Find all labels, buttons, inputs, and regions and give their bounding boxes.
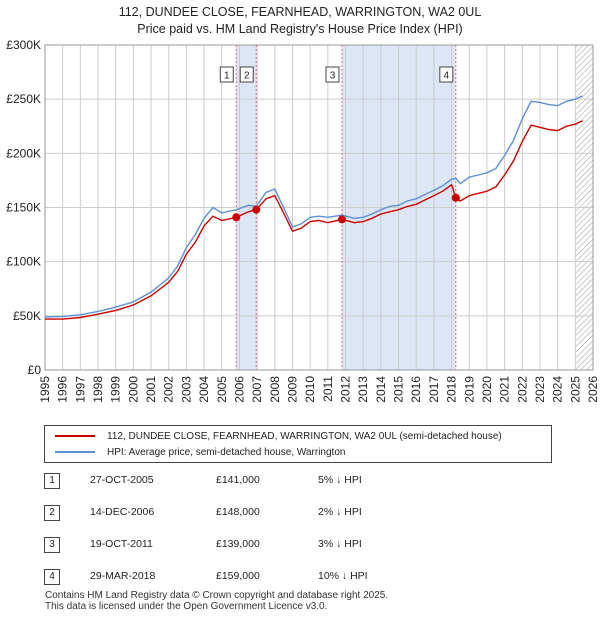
legend-swatch-hpi — [55, 451, 95, 453]
sale-hpi-diff: 10% ↓ HPI — [318, 570, 368, 582]
x-tick-label: 2004 — [197, 376, 211, 403]
x-tick-label: 2000 — [126, 376, 140, 403]
plot-frame — [44, 44, 594, 371]
x-tick-label: 2023 — [533, 376, 547, 403]
sale-hpi-diff: 3% ↓ HPI — [318, 538, 362, 550]
chart-subtitle: Price paid vs. HM Land Registry's House … — [137, 22, 463, 36]
sales-table: 1 27-OCT-2005 £141,000 5% ↓ HPI 2 14-DEC… — [44, 470, 464, 598]
legend-swatch-price — [55, 435, 95, 437]
sale-number-badge: 1 — [44, 473, 60, 489]
x-tick-label: 2018 — [445, 376, 459, 403]
sale-annotation-box — [239, 66, 254, 83]
sale-annotation-label: 2 — [244, 71, 250, 82]
sale-row: 1 27-OCT-2005 £141,000 5% ↓ HPI — [44, 470, 464, 502]
sale-date: 14-DEC-2006 — [90, 506, 155, 518]
chart-legend: 112, DUNDEE CLOSE, FEARNHEAD, WARRINGTON… — [44, 425, 552, 463]
sale-point — [337, 215, 346, 224]
y-tick-label: £200K — [6, 146, 41, 160]
x-tick-label: 2013 — [356, 376, 370, 403]
sale-hpi-diff: 2% ↓ HPI — [318, 506, 362, 518]
x-tick-label: 2014 — [374, 376, 388, 403]
x-tick-label: 2022 — [515, 376, 529, 403]
legend-entry-price: 112, DUNDEE CLOSE, FEARNHEAD, WARRINGTON… — [55, 429, 502, 443]
x-tick-label: 2007 — [250, 376, 264, 403]
x-tick-label: 2002 — [162, 376, 176, 403]
sale-hpi-diff: 5% ↓ HPI — [318, 474, 362, 486]
sale-annotation-box — [325, 66, 340, 83]
x-tick-label: 2026 — [586, 376, 600, 403]
sale-row: 2 14-DEC-2006 £148,000 2% ↓ HPI — [44, 502, 464, 534]
x-tick-label: 1998 — [91, 376, 105, 403]
x-tick-label: 1997 — [73, 376, 87, 403]
x-tick-label: 1999 — [109, 376, 123, 403]
sale-annotation-label: 1 — [224, 71, 230, 82]
x-tick-label: 1996 — [56, 376, 70, 403]
x-tick-label: 2015 — [392, 376, 406, 403]
sale-point — [252, 205, 261, 214]
x-tick-label: 2003 — [179, 376, 193, 403]
hpi-line — [44, 95, 583, 318]
sale-annotation-box — [439, 66, 454, 83]
x-tick-label: 2017 — [427, 376, 441, 403]
x-tick-label: 2016 — [409, 376, 423, 403]
legend-label-hpi: HPI: Average price, semi-detached house,… — [107, 446, 346, 458]
sale-price: £148,000 — [216, 506, 260, 518]
sale-annotation-box — [219, 66, 234, 83]
x-tick-label: 2005 — [215, 376, 229, 403]
y-tick-label: £100K — [6, 255, 41, 269]
sale-row: 3 19-OCT-2011 £139,000 3% ↓ HPI — [44, 534, 464, 566]
sale-date: 19-OCT-2011 — [90, 538, 153, 550]
x-tick-label: 2025 — [568, 376, 582, 403]
sale-date: 27-OCT-2005 — [90, 474, 154, 486]
sale-price: £141,000 — [216, 474, 260, 486]
sale-annotation-label: 4 — [444, 71, 450, 82]
y-tick-label: £50K — [13, 309, 41, 323]
footer-copyright: Contains HM Land Registry data © Crown c… — [45, 590, 389, 601]
sale-number-badge: 3 — [44, 537, 60, 553]
legend-entry-hpi: HPI: Average price, semi-detached house,… — [55, 445, 345, 459]
sale-number-badge: 2 — [44, 505, 60, 521]
sale-number-badge: 4 — [44, 569, 60, 585]
price-paid-line — [45, 120, 583, 320]
footer-licence: This data is licensed under the Open Gov… — [45, 601, 328, 612]
y-tick-label: £150K — [6, 201, 41, 215]
x-tick-label: 2011 — [321, 376, 335, 402]
x-tick-label: 2021 — [498, 376, 512, 403]
sale-price: £159,000 — [216, 570, 260, 582]
sale-annotation-label: 3 — [330, 71, 336, 82]
sale-point — [232, 213, 241, 222]
chart-title: 112, DUNDEE CLOSE, FEARNHEAD, WARRINGTON… — [118, 5, 482, 19]
x-tick-label: 2006 — [232, 376, 246, 403]
x-tick-label: 2009 — [285, 376, 299, 403]
y-tick-label: £0 — [28, 363, 42, 377]
sale-date: 29-MAR-2018 — [90, 570, 156, 582]
sale-row: 4 29-MAR-2018 £159,000 10% ↓ HPI — [44, 566, 464, 598]
x-tick-label: 1995 — [38, 376, 52, 403]
x-tick-label: 2019 — [462, 376, 476, 403]
x-tick-label: 2020 — [480, 376, 494, 403]
y-tick-label: £250K — [6, 92, 41, 106]
legend-label-price: 112, DUNDEE CLOSE, FEARNHEAD, WARRINGTON… — [107, 430, 502, 442]
sale-price: £139,000 — [216, 538, 260, 550]
x-tick-label: 2024 — [551, 376, 565, 403]
sale-point — [451, 193, 460, 202]
x-tick-label: 2012 — [339, 376, 353, 403]
y-tick-label: £300K — [6, 38, 41, 52]
x-tick-label: 2001 — [144, 376, 158, 403]
x-tick-label: 2010 — [303, 376, 317, 403]
x-tick-label: 2008 — [268, 376, 282, 403]
